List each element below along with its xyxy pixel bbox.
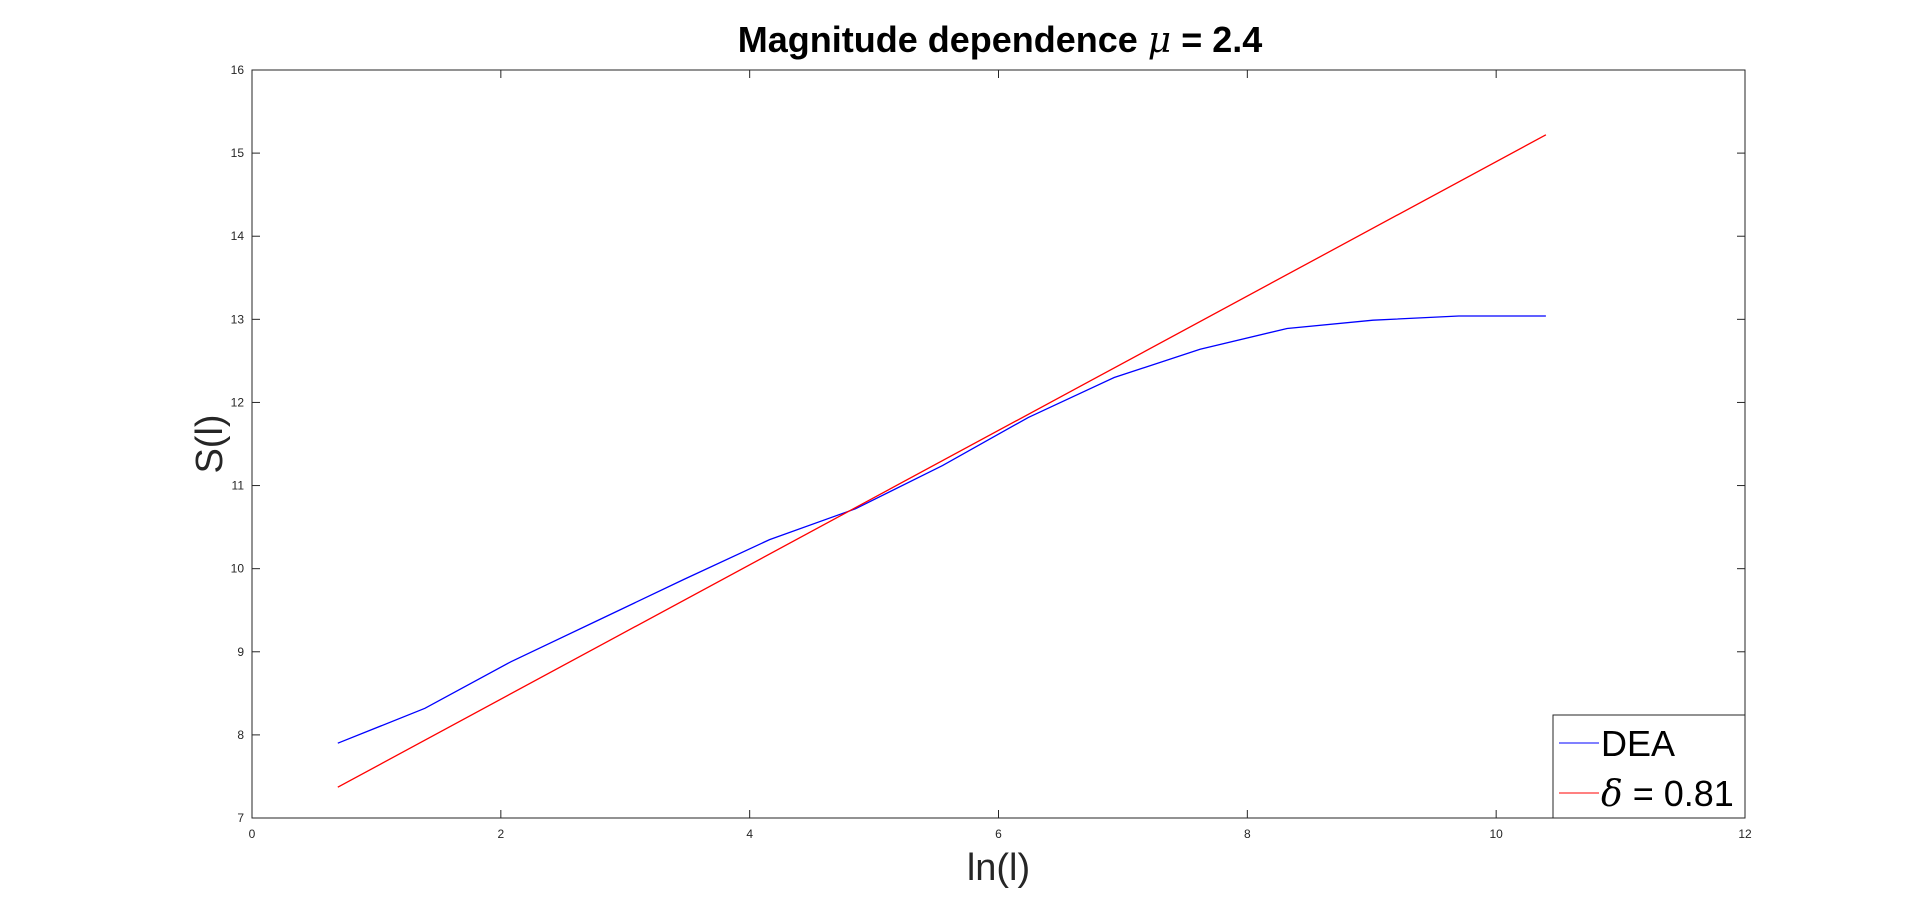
legend: DEA δ = 0.81 [1552,714,1746,819]
tick-labels: 0 2 4 6 8 10 12 7 8 9 10 11 12 13 14 15 16 [231,63,1752,841]
x-tick-label: 10 [1489,827,1503,841]
x-tick-label: 0 [249,827,256,841]
legend-box [1552,714,1746,819]
x-axis-label: ln(l) [967,847,1030,889]
legend-fit-suffix: = 0.81 [1623,773,1734,814]
x-tick-label: 6 [995,827,1002,841]
title-symbol: μ [1148,20,1171,61]
legend-fit-symbol: δ [1601,774,1623,815]
y-tick-label: 10 [231,562,245,576]
plot-area [251,69,1746,819]
y-tick-label: 12 [231,395,245,409]
x-tick-label: 12 [1738,827,1752,841]
y-tick-label: 8 [237,728,244,742]
x-tick-label: 4 [746,827,753,841]
x-tick-label: 8 [1244,827,1251,841]
y-tick-label: 13 [231,312,245,326]
legend-label-fit: δ = 0.81 [1601,773,1734,815]
title-prefix: Magnitude dependence [738,19,1148,60]
y-tick-label: 9 [237,645,244,659]
axes-box [251,69,1746,819]
series-line-dea [337,315,1546,744]
y-axis-label: S(l) [189,414,231,473]
title-suffix: = 2.4 [1171,19,1262,60]
y-tick-label: 16 [231,63,245,77]
y-tick-label: 15 [231,146,245,160]
y-tick-label: 14 [231,229,245,243]
x-tick-label: 2 [497,827,504,841]
y-tick-label: 7 [237,811,244,825]
y-tick-label: 11 [232,479,245,493]
series-line-fit [337,134,1547,788]
chart-title: Magnitude dependence μ = 2.4 [738,19,1263,61]
series-layer [337,134,1547,788]
legend-label-dea: DEA [1601,723,1675,764]
